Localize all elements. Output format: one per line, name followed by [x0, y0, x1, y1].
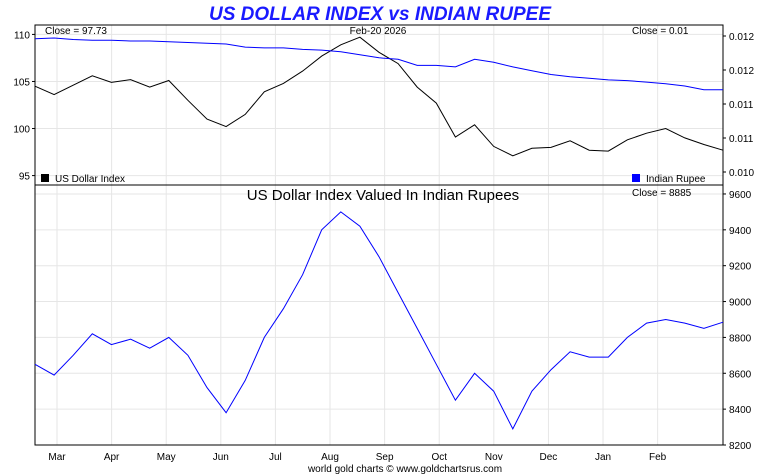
top-left-axis-ticks: 95 100 105 110 — [13, 30, 35, 183]
bottom-right-tick-3: 8800 — [729, 333, 752, 344]
bottom-right-tick-2: 8600 — [729, 369, 752, 380]
month-axis-labels: Mar Apr May Jun Jul Aug Sep Oct Nov Dec Jan Feb — [48, 452, 666, 463]
bottom-panel-frame — [34, 184, 724, 446]
bottom-right-tick-5: 9200 — [729, 262, 752, 273]
top-panel-grid — [35, 25, 723, 185]
month-label-2: May — [157, 452, 176, 463]
top-series-line-0 — [34, 36, 724, 157]
month-label-9: Dec — [540, 452, 558, 463]
month-label-1: Apr — [104, 452, 120, 463]
month-label-3: Jun — [213, 452, 229, 463]
month-label-5: Aug — [321, 452, 339, 463]
top-right-tick-0: 0.010 — [729, 168, 754, 179]
top-series-line-1 — [34, 37, 723, 91]
top-left-tick-0: 95 — [19, 172, 31, 183]
top-right-close: Close = 0.01 — [632, 26, 689, 37]
top-left-tick-3: 110 — [14, 30, 30, 41]
bottom-series-group — [34, 211, 724, 431]
month-label-7: Oct — [431, 452, 447, 463]
top-right-tick-1: 0.011 — [729, 134, 754, 145]
bottom-right-tick-7: 9600 — [729, 190, 752, 201]
top-panel-frame — [34, 24, 724, 186]
top-left-tick-2: 105 — [13, 77, 30, 88]
month-label-8: Nov — [485, 452, 503, 463]
top-right-tick-3: 0.012 — [729, 66, 754, 77]
top-left-close: Close = 97.73 — [45, 26, 107, 37]
bottom-right-tick-0: 8200 — [729, 441, 752, 452]
bottom-series-line-0 — [34, 211, 724, 431]
top-right-tick-2: 0.011 — [729, 100, 754, 111]
footer-credit: world gold charts © www.goldchartsrus.co… — [307, 464, 502, 475]
month-label-4: Jul — [269, 452, 282, 463]
bottom-title: US Dollar Index Valued In Indian Rupees — [247, 187, 519, 204]
top-right-tick-4: 0.012 — [729, 32, 754, 43]
legend-usd-label: US Dollar Index — [55, 174, 125, 185]
chart-title: US DOLLAR INDEX vs INDIAN RUPEE — [209, 4, 552, 25]
legend-inr-swatch — [632, 174, 640, 182]
bottom-right-tick-6: 9400 — [729, 226, 752, 237]
bottom-right-tick-4: 9000 — [729, 298, 752, 309]
bottom-right-tick-1: 8400 — [729, 405, 752, 416]
top-series-group — [34, 36, 724, 157]
bottom-right-axis-ticks: 8200 8400 8600 8800 9000 9200 9400 9600 — [723, 190, 752, 452]
month-label-11: Feb — [649, 452, 667, 463]
month-label-10: Jan — [595, 452, 611, 463]
month-label-0: Mar — [48, 452, 66, 463]
top-date-label: Feb-20 2026 — [350, 26, 407, 37]
top-left-tick-1: 100 — [13, 125, 30, 136]
bottom-panel-grid — [35, 185, 723, 446]
legend-usd-swatch — [41, 174, 49, 182]
bottom-close: Close = 8885 — [632, 188, 692, 199]
top-right-axis-ticks: 0.010 0.011 0.011 0.012 0.012 — [723, 32, 754, 179]
month-label-6: Sep — [376, 452, 394, 463]
legend-inr-label: Indian Rupee — [646, 174, 706, 185]
